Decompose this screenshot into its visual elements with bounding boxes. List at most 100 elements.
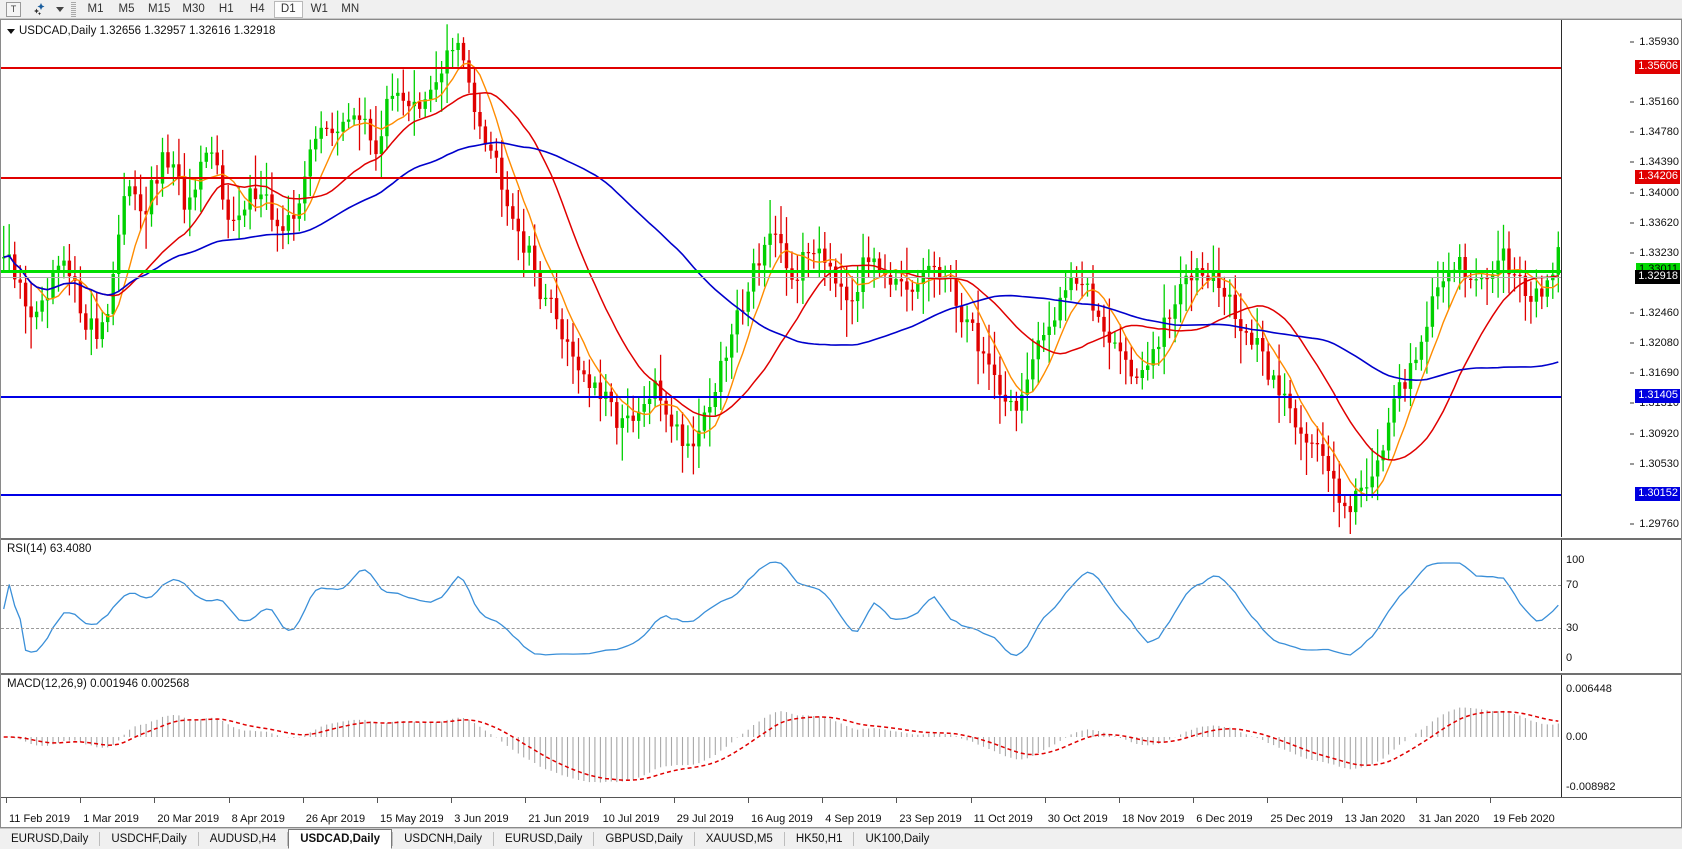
time-axis-label: 4 Sep 2019 bbox=[825, 813, 882, 825]
time-axis-tickmark bbox=[1267, 798, 1269, 803]
time-axis-tickmark bbox=[1119, 798, 1120, 803]
price-axis-tick: 1.32080 bbox=[1630, 337, 1679, 349]
time-axis-tickmark bbox=[80, 798, 82, 803]
tab-separator bbox=[392, 832, 394, 846]
time-axis-label: 31 Jan 2020 bbox=[1418, 813, 1480, 825]
chart-tab-uk100-daily[interactable]: UK100,Daily bbox=[865, 833, 930, 845]
time-axis[interactable]: 11 Feb 2019 1 Mar 2019 20 Mar 2019 8 Apr 20… bbox=[1, 797, 1681, 827]
timeframe-button-w1[interactable]: W1 bbox=[310, 3, 328, 15]
time-axis-tickmark bbox=[1415, 798, 1417, 803]
tab-separator bbox=[693, 832, 695, 846]
timeframe-button-h1[interactable]: H1 bbox=[218, 3, 234, 15]
price-axis-tag-red: 1.35606 bbox=[1635, 60, 1680, 75]
candlestick-series bbox=[2, 24, 1560, 534]
rsi-oversold-line bbox=[1, 628, 1561, 629]
time-axis-label: 26 Apr 2019 bbox=[305, 813, 366, 825]
macd-label: MACD(12,26,9) 0.001946 0.002568 bbox=[7, 678, 190, 690]
time-axis-tickmark bbox=[970, 798, 972, 803]
price-pane[interactable]: USDCAD,Daily 1.32656 1.32957 1.32616 1.3… bbox=[1, 20, 1681, 537]
time-axis-label: 19 Feb 2020 bbox=[1493, 813, 1555, 825]
chart-window[interactable]: USDCAD,Daily 1.32656 1.32957 1.32616 1.3… bbox=[0, 19, 1682, 828]
time-axis-label: 23 Sep 2019 bbox=[899, 813, 962, 825]
timeframe-button-mn[interactable]: MN bbox=[341, 3, 360, 15]
rsi-pane[interactable]: RSI(14) 63.4080 100 70 30 0 bbox=[1, 538, 1681, 671]
time-axis-tickmark bbox=[451, 798, 453, 803]
price-axis-tick: 1.35930 bbox=[1630, 36, 1679, 48]
tab-separator bbox=[99, 832, 101, 846]
price-axis-tick: 1.31690 bbox=[1630, 367, 1679, 379]
rsi-axis-tick: 70 bbox=[1566, 579, 1579, 591]
level-line-resistance-2[interactable] bbox=[1, 176, 1561, 179]
time-axis-label: 20 Mar 2019 bbox=[157, 813, 220, 825]
level-line-current[interactable] bbox=[1, 270, 1561, 274]
macd-axis-tick: 0.00 bbox=[1566, 731, 1588, 743]
time-axis-label: 11 Oct 2019 bbox=[973, 813, 1033, 825]
chart-tab-gbpusd-daily[interactable]: GBPUSD,Daily bbox=[605, 833, 683, 845]
time-axis-label: 13 Jan 2020 bbox=[1344, 813, 1406, 825]
chart-tab-usdcad-daily[interactable]: USDCAD,Daily bbox=[288, 829, 393, 849]
level-line-bid bbox=[1, 277, 1561, 279]
text-object-icon[interactable]: T bbox=[6, 1, 21, 17]
time-axis-tickmark bbox=[1341, 798, 1343, 803]
time-axis-label: 21 Jun 2019 bbox=[528, 813, 589, 825]
level-line-support-1[interactable] bbox=[1, 395, 1561, 398]
time-axis-label: 11 Feb 2019 bbox=[9, 813, 70, 825]
price-axis-tick: 1.33620 bbox=[1630, 217, 1679, 229]
time-axis-label: 29 Jul 2019 bbox=[676, 813, 734, 825]
price-axis-tick: 1.34390 bbox=[1630, 156, 1679, 168]
price-axis-tag-black: 1.32918 bbox=[1635, 270, 1680, 285]
tab-separator bbox=[197, 832, 199, 846]
timeframe-button-m1[interactable]: M1 bbox=[87, 3, 104, 15]
chart-tab-audusd-h4[interactable]: AUDUSD,H4 bbox=[209, 833, 277, 845]
chart-tab-hk50-h1[interactable]: HK50,H1 bbox=[795, 833, 843, 845]
chart-tab-eurusd-daily[interactable]: EURUSD,Daily bbox=[505, 833, 583, 845]
chart-tab-bar[interactable]: EURUSD,Daily USDCHF,Daily AUDUSD,H4 USDCAD,… bbox=[0, 828, 1682, 849]
chart-tab-usdcnh-daily[interactable]: USDCNH,Daily bbox=[404, 833, 483, 845]
price-axis-tick: 1.34780 bbox=[1630, 126, 1679, 138]
level-line-support-2[interactable] bbox=[1, 493, 1561, 496]
rsi-label: RSI(14) 63.4080 bbox=[7, 543, 92, 555]
timeframe-button-h4[interactable]: H4 bbox=[249, 3, 265, 15]
timeframe-button-m15[interactable]: M15 bbox=[148, 3, 171, 15]
chart-symbol-header: USDCAD,Daily 1.32656 1.32957 1.32616 1.3… bbox=[19, 25, 276, 37]
chevron-down-icon[interactable] bbox=[51, 0, 65, 18]
price-axis-tag-red: 1.34206 bbox=[1635, 169, 1680, 184]
toolbar-grip[interactable] bbox=[71, 1, 76, 17]
level-line-resistance-1[interactable] bbox=[1, 67, 1561, 70]
time-axis-tickmark bbox=[822, 798, 824, 803]
main-toolbar: T M1 M5 M15 M30 H1 H4 D1 W1 MN bbox=[0, 0, 1682, 19]
price-axis-tick: 1.30920 bbox=[1630, 428, 1679, 440]
price-axis-tick: 1.30530 bbox=[1630, 458, 1679, 470]
time-axis-label: 15 May 2019 bbox=[380, 813, 444, 825]
time-axis-label: 25 Dec 2019 bbox=[1270, 813, 1333, 825]
timeframe-button-m30[interactable]: M30 bbox=[182, 3, 205, 15]
rsi-axis-tick: 30 bbox=[1566, 622, 1579, 634]
time-axis-tickmark bbox=[525, 798, 527, 803]
time-axis-tickmark bbox=[377, 798, 378, 803]
price-axis-tick: 1.29760 bbox=[1630, 518, 1679, 530]
time-axis-tickmark bbox=[228, 798, 230, 803]
price-axis-tag-blue: 1.30152 bbox=[1635, 486, 1680, 501]
macd-axis: 0.006448 0.00 -0.008982 bbox=[1561, 675, 1681, 797]
time-axis-tickmark bbox=[6, 798, 7, 803]
macd-pane[interactable]: MACD(12,26,9) 0.001946 0.002568 0.006448… bbox=[1, 673, 1681, 797]
price-axis-tick: 1.34000 bbox=[1630, 187, 1679, 199]
price-axis[interactable]: 1.35930 1.35160 1.34780 1.34390 1.34000 1.336… bbox=[1561, 20, 1681, 537]
macd-histogram-series bbox=[3, 707, 1559, 783]
timeframe-button-d1[interactable]: D1 bbox=[273, 0, 303, 18]
indicators-icon[interactable] bbox=[29, 0, 51, 18]
price-axis-tick: 1.33230 bbox=[1630, 247, 1679, 259]
timeframe-button-m5[interactable]: M5 bbox=[118, 3, 135, 15]
rsi-overbought-line bbox=[1, 585, 1561, 586]
tab-separator bbox=[853, 832, 855, 846]
tab-separator bbox=[593, 832, 595, 846]
timeframe-group: M1 M5 M15 M30 H1 H4 D1 W1 MN bbox=[80, 0, 366, 18]
chart-tab-eurusd-daily[interactable]: EURUSD,Daily bbox=[11, 833, 89, 845]
triangle-down-icon[interactable] bbox=[7, 29, 15, 34]
time-axis-tickmark bbox=[1490, 798, 1491, 803]
time-axis-tickmark bbox=[154, 798, 156, 803]
chart-tab-usdchf-daily[interactable]: USDCHF,Daily bbox=[111, 833, 187, 845]
chart-tab-xauusd-m5[interactable]: XAUUSD,M5 bbox=[705, 833, 773, 845]
rsi-line-series bbox=[3, 561, 1559, 657]
macd-axis-tick: 0.006448 bbox=[1566, 683, 1612, 695]
